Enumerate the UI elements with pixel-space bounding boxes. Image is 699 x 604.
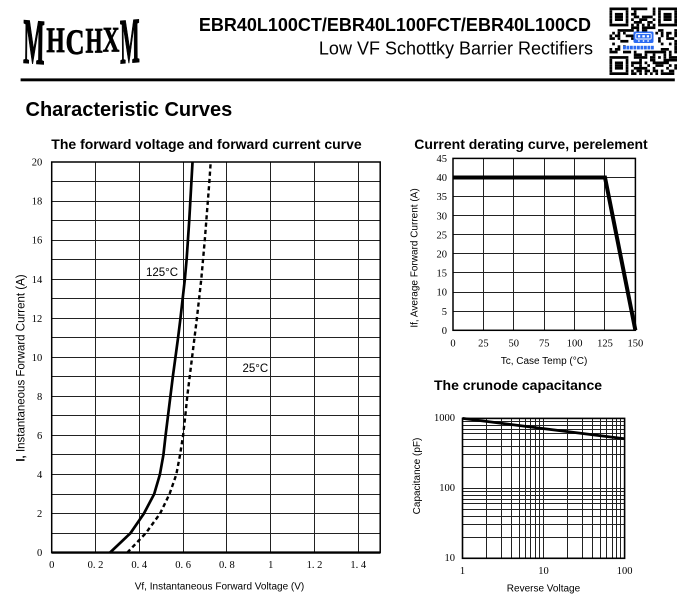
svg-text:12: 12 [32,314,43,325]
svg-text:8: 8 [37,392,42,403]
svg-text:X: X [103,19,120,59]
svg-text:Characteristic Curves: Characteristic Curves [26,99,233,121]
svg-text:1: 1 [460,566,465,577]
svg-text:5: 5 [442,307,447,318]
svg-text:14: 14 [32,275,43,286]
svg-text:125: 125 [597,338,613,349]
svg-text:10: 10 [445,553,456,564]
svg-text:16: 16 [32,236,43,247]
svg-text:Low VF Schottky Barrier Rectif: Low VF Schottky Barrier Rectifiers [319,39,593,59]
svg-text:18: 18 [32,197,43,208]
svg-text:Tc, Case Temp (°C): Tc, Case Temp (°C) [501,356,588,367]
svg-text:50: 50 [509,338,520,349]
svg-text:10: 10 [32,353,43,364]
svg-text:25°C: 25°C [243,363,269,375]
svg-text:If, Average Forward Current (A: If, Average Forward Current (A) [410,188,421,327]
svg-text:H: H [46,20,65,60]
svg-text:10: 10 [437,288,448,299]
svg-text:EBR40L100CT/EBR40L100FCT/EBR40: EBR40L100CT/EBR40L100FCT/EBR40L100CD [199,15,591,35]
svg-text:0. 4: 0. 4 [131,560,148,571]
svg-text:0: 0 [450,338,455,349]
svg-text:25: 25 [437,230,448,241]
svg-text:150: 150 [628,338,644,349]
svg-text:40: 40 [437,173,448,184]
svg-text:0: 0 [442,326,447,337]
svg-text:20: 20 [437,250,448,261]
svg-text:1. 2: 1. 2 [307,560,323,571]
svg-text:M: M [23,6,45,78]
svg-text:Current derating curve, perele: Current derating curve, perelement [414,136,648,152]
svg-text:1000: 1000 [434,413,455,424]
svg-text:25: 25 [478,338,489,349]
svg-text:0. 6: 0. 6 [175,560,191,571]
svg-text:The crunode capacitance: The crunode capacitance [434,377,602,393]
svg-text:H: H [86,21,103,61]
svg-text:75: 75 [539,338,550,349]
svg-text:100: 100 [439,483,455,494]
svg-text:2: 2 [37,509,42,520]
svg-text:0. 2: 0. 2 [88,560,104,571]
svg-text:0: 0 [37,548,42,559]
svg-text:M: M [120,6,140,78]
svg-text:The forward voltage and forwar: The forward voltage and forward current … [51,136,362,152]
svg-text:Vf, Instantaneous Forward Volt: Vf, Instantaneous Forward Voltage (V) [135,582,305,593]
svg-text:45: 45 [437,154,448,165]
svg-text:10: 10 [538,566,549,577]
svg-text:1. 4: 1. 4 [350,560,367,571]
svg-text:35: 35 [437,192,448,203]
svg-text:4: 4 [37,470,43,481]
svg-text:Reverse Voltage: Reverse Voltage [507,584,581,595]
svg-text:125°C: 125°C [146,267,178,279]
svg-text:1: 1 [268,560,273,571]
svg-text:0: 0 [49,560,54,571]
svg-text:20: 20 [32,158,43,169]
svg-text:I, Instantaneous Forward Curre: I, Instantaneous Forward Current (A) [16,274,28,461]
svg-text:30: 30 [437,211,448,222]
svg-text:100: 100 [617,566,633,577]
svg-text:100: 100 [567,338,583,349]
svg-text:C: C [66,22,85,62]
svg-text:Capacitance (pF): Capacitance (pF) [412,438,423,515]
svg-text:15: 15 [437,269,448,280]
svg-text:6: 6 [37,431,42,442]
svg-text:0. 8: 0. 8 [219,560,235,571]
